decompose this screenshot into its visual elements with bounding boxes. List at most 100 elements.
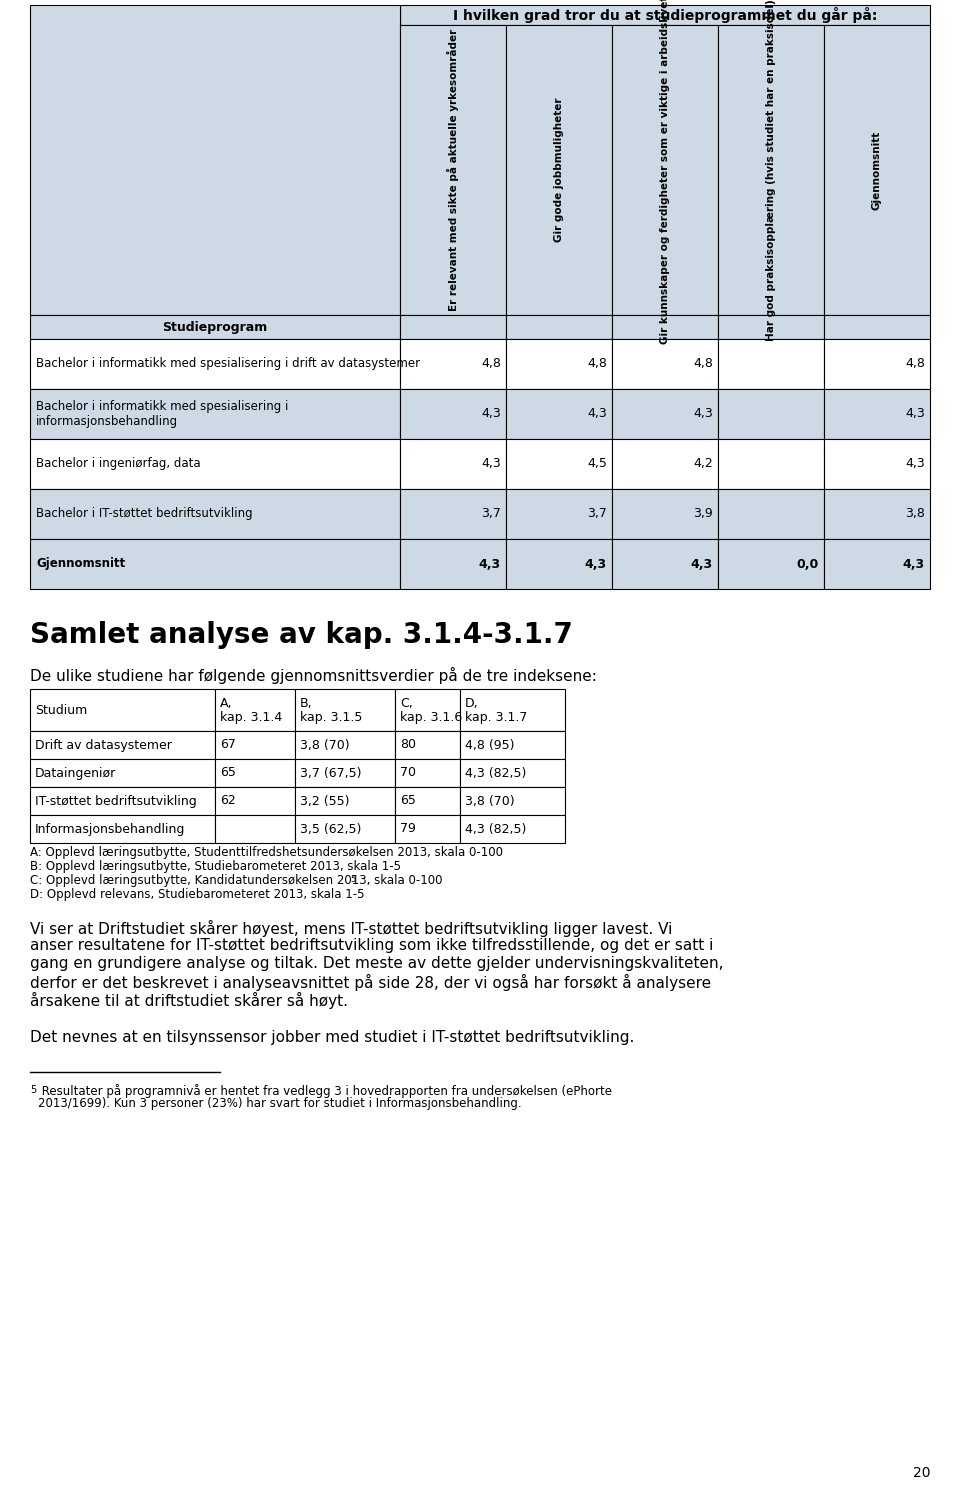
Bar (400, 439, 506, 489)
Bar (612, 539, 718, 589)
Text: 4,3: 4,3 (905, 407, 925, 421)
Bar (30, 815, 215, 843)
Text: 70: 70 (400, 767, 416, 779)
Text: 65: 65 (400, 795, 416, 807)
Bar (612, 489, 718, 539)
Text: 4,3 (82,5): 4,3 (82,5) (465, 822, 526, 836)
Text: D,: D, (465, 697, 479, 710)
Bar (395, 815, 460, 843)
Text: anser resultatene for IT-støttet bedriftsutvikling som ikke tilfredsstillende, o: anser resultatene for IT-støttet bedrift… (30, 938, 713, 953)
Bar (718, 339, 824, 389)
Bar (30, 539, 400, 589)
Text: kap. 3.1.6: kap. 3.1.6 (400, 712, 463, 724)
Bar (30, 786, 215, 815)
Bar (506, 489, 612, 539)
Bar (506, 25, 612, 315)
Text: De ulike studiene har følgende gjennomsnittsverdier på de tre indeksene:: De ulike studiene har følgende gjennomsn… (30, 667, 597, 683)
Bar (295, 731, 395, 759)
Bar (400, 539, 506, 589)
Text: Bachelor i informatikk med spesialisering i: Bachelor i informatikk med spesialiserin… (36, 400, 288, 413)
Text: 67: 67 (220, 739, 236, 752)
Text: 4,3: 4,3 (585, 558, 607, 570)
Text: kap. 3.1.7: kap. 3.1.7 (465, 712, 527, 724)
Text: kap. 3.1.5: kap. 3.1.5 (300, 712, 362, 724)
Bar (30, 339, 400, 389)
Bar (612, 25, 718, 315)
Bar (30, 439, 400, 489)
Text: Studieprogram: Studieprogram (162, 321, 268, 334)
Text: 80: 80 (400, 739, 416, 752)
Text: 4,3: 4,3 (902, 558, 925, 570)
Bar (400, 25, 506, 315)
Text: 4,3: 4,3 (588, 407, 607, 421)
Text: I hvilken grad tror du at studieprogrammet du går på:: I hvilken grad tror du at studieprogramm… (453, 7, 877, 22)
Text: 4,5: 4,5 (588, 458, 607, 470)
Bar (718, 315, 824, 339)
Text: 4,3: 4,3 (479, 558, 501, 570)
Bar (824, 539, 930, 589)
Bar (30, 4, 400, 315)
Text: Vi ser at Driftstudiet skårer høyest, mens IT-støttet bedriftsutvikling ligger l: Vi ser at Driftstudiet skårer høyest, me… (30, 921, 672, 937)
Bar (215, 815, 295, 843)
Text: B,: B, (300, 697, 313, 710)
Bar (460, 759, 565, 786)
Bar (506, 439, 612, 489)
Bar (215, 731, 295, 759)
Bar (824, 439, 930, 489)
Text: 3,7 (67,5): 3,7 (67,5) (300, 767, 362, 779)
Bar (824, 315, 930, 339)
Text: 79: 79 (400, 822, 416, 836)
Bar (824, 25, 930, 315)
Bar (506, 539, 612, 589)
Bar (824, 489, 930, 539)
Text: Studium: Studium (35, 704, 87, 716)
Text: Det nevnes at en tilsynssensor jobber med studiet i IT-støttet bedriftsutvikling: Det nevnes at en tilsynssensor jobber me… (30, 1029, 635, 1044)
Bar (30, 489, 400, 539)
Bar (400, 389, 506, 439)
Bar (612, 389, 718, 439)
Text: informasjonsbehandling: informasjonsbehandling (36, 415, 179, 428)
Bar (460, 815, 565, 843)
Bar (400, 4, 930, 25)
Text: A: Opplevd læringsutbytte, Studenttilfredshetsundersøkelsen 2013, skala 0-100: A: Opplevd læringsutbytte, Studenttilfre… (30, 846, 503, 859)
Text: 3,8 (70): 3,8 (70) (465, 795, 515, 807)
Bar (718, 389, 824, 439)
Bar (395, 689, 460, 731)
Text: 65: 65 (220, 767, 236, 779)
Bar (395, 786, 460, 815)
Bar (718, 439, 824, 489)
Bar (718, 539, 824, 589)
Text: 4,3: 4,3 (693, 407, 713, 421)
Text: IT-støttet bedriftsutvikling: IT-støttet bedriftsutvikling (35, 795, 197, 807)
Text: 4,3: 4,3 (481, 458, 501, 470)
Text: Gir kunnskaper og ferdigheter som er viktige i arbeidslivet: Gir kunnskaper og ferdigheter som er vik… (660, 0, 670, 345)
Text: 3,2 (55): 3,2 (55) (300, 795, 349, 807)
Text: derfor er det beskrevet i analyseavsnittet på side 28, der vi også har forsøkt å: derfor er det beskrevet i analyseavsnitt… (30, 974, 711, 991)
Text: Dataingeniør: Dataingeniør (35, 767, 116, 779)
Bar (612, 439, 718, 489)
Text: Har god praksisopplæring (hvis studiet har en praksisdel): Har god praksisopplæring (hvis studiet h… (766, 0, 776, 340)
Bar (400, 315, 506, 339)
Bar (215, 759, 295, 786)
Bar (30, 389, 400, 439)
Bar (295, 759, 395, 786)
Text: 4,8 (95): 4,8 (95) (465, 739, 515, 752)
Bar (295, 786, 395, 815)
Text: Gjennomsnitt: Gjennomsnitt (872, 130, 882, 209)
Text: Samlet analyse av kap. 3.1.4-3.1.7: Samlet analyse av kap. 3.1.4-3.1.7 (30, 621, 573, 649)
Bar (460, 731, 565, 759)
Bar (506, 315, 612, 339)
Text: Resultater på programnivå er hentet fra vedlegg 3 i hovedrapporten fra undersøke: Resultater på programnivå er hentet fra … (38, 1085, 612, 1098)
Text: 20: 20 (913, 1467, 930, 1480)
Bar (460, 786, 565, 815)
Bar (30, 689, 215, 731)
Text: Gir gode jobbmuligheter: Gir gode jobbmuligheter (554, 98, 564, 242)
Text: 3,9: 3,9 (693, 507, 713, 521)
Text: C: Opplevd læringsutbytte, Kandidatundersøkelsen 2013, skala 0-100: C: Opplevd læringsutbytte, Kandidatunder… (30, 874, 443, 888)
Text: 4,8: 4,8 (693, 358, 713, 370)
Text: 4,2: 4,2 (693, 458, 713, 470)
Bar (295, 689, 395, 731)
Bar (506, 389, 612, 439)
Text: Bachelor i ingeniørfag, data: Bachelor i ingeniørfag, data (36, 458, 201, 470)
Text: 4,8: 4,8 (905, 358, 925, 370)
